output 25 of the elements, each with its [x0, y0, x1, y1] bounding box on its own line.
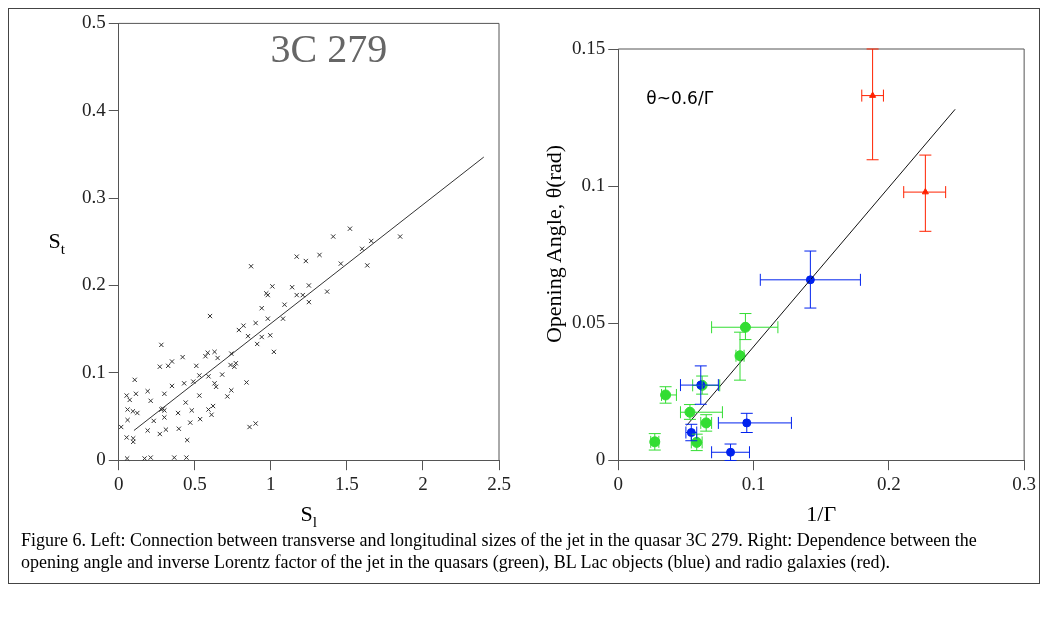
x-tick-label: 2 [418, 472, 428, 494]
x-tick-label: 0.5 [182, 472, 207, 494]
y-tick-label: 0.3 [82, 186, 106, 208]
x-tick-label: 0.3 [1012, 472, 1036, 494]
x-tick-label: 1 [266, 472, 276, 494]
y-tick-label: 0.4 [82, 98, 107, 120]
chart-title: 3C 279 [270, 25, 388, 71]
y-axis-title: Opening Angle, θ(rad) [541, 144, 567, 344]
x-tick-label: 1.5 [335, 472, 359, 494]
annotation: θ~0.6/Γ [646, 87, 714, 108]
y-tick-label: 0 [595, 448, 606, 470]
y-tick-label: 0.1 [581, 174, 606, 196]
x-tick-label: 0 [613, 472, 623, 494]
y-tick-label: 0.05 [572, 311, 606, 333]
x-tick-label: 0.1 [741, 472, 766, 494]
x-tick-label: 2.5 [487, 472, 511, 494]
y-tick-label: 0 [96, 448, 106, 470]
x-tick-label: 0 [114, 472, 124, 494]
y-tick-label: 0.15 [572, 36, 606, 58]
y-tick-label: 0.5 [82, 11, 106, 33]
y-tick-label: 0.1 [82, 360, 106, 382]
x-tick-label: 0.2 [876, 472, 901, 494]
x-axis-title: 1/Γ [806, 500, 837, 526]
y-tick-label: 0.2 [82, 273, 106, 295]
caption: Figure 6. Left: Connection between transverse and longitudinal sizes of the jet in the quasar 3C 279. Right: Dependence between the opening angle and inverse Lorentz factor of the jet in the quasars (green), BL Lac objects (blue) and radio galaxies (red). [20, 529, 978, 574]
